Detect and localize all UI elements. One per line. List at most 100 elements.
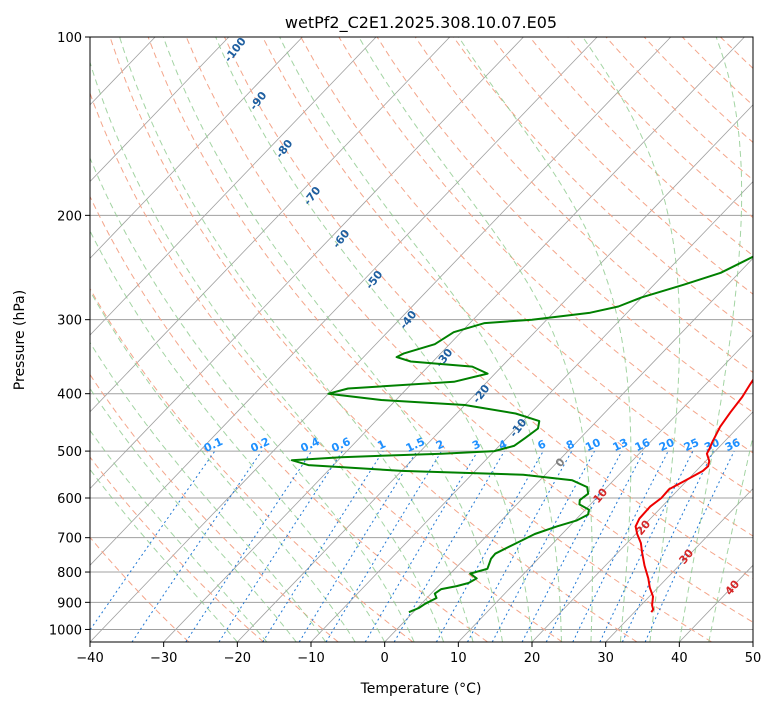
moist-adiabat-12 [119, 37, 474, 642]
dry-adiabat-70 [262, 37, 753, 537]
mixing-ratio-label-10: 10 [583, 436, 603, 454]
moist-adiabat-16 [162, 37, 503, 642]
dewpoint-line [290, 255, 753, 614]
x-tick-label: 0 [381, 651, 389, 666]
mixing-ratio-16 [545, 450, 645, 642]
temperature-line [634, 378, 753, 613]
dry-adiabat-100 [376, 37, 753, 413]
mixing-ratio-1.5 [298, 450, 418, 642]
mixing-ratio-20 [572, 450, 669, 642]
mixing-ratio-25 [599, 450, 694, 642]
isotherm--30 [163, 37, 745, 642]
moist-adiabats [90, 37, 753, 642]
isotherm--100 [90, 37, 230, 183]
y-axis-title: Pressure (hPa) [12, 290, 28, 390]
y-tick-label: 100 [57, 31, 82, 46]
reference-line-labels: -100-90-80-70-60-50-40-30-20-10010203040… [202, 37, 743, 598]
dry-adiabat-190 [720, 37, 753, 69]
isotherm--70 [90, 37, 451, 413]
y-tick-label: 800 [57, 566, 82, 581]
x-tick-label: −20 [224, 651, 251, 666]
x-tick-label: 50 [745, 651, 762, 666]
dry-adiabat-130 [491, 37, 753, 295]
dry-adiabat-label--70: -70 [301, 184, 324, 208]
mixing-ratio-6 [435, 450, 544, 642]
mixing-ratio-label-25: 25 [682, 436, 701, 454]
plot-frame [89, 36, 754, 643]
moist-adiabat-24 [279, 37, 562, 642]
mixing-ratio-0.2 [131, 450, 263, 642]
isotherm-grid [0, 37, 753, 642]
dry-adiabat-140 [529, 37, 753, 257]
x-tick-label: −40 [76, 651, 103, 666]
y-tick-label: 500 [57, 445, 82, 460]
moist-adiabat--8 [90, 341, 327, 642]
y-tick-label: 900 [57, 596, 82, 611]
mixing-ratio-3 [364, 450, 479, 642]
mixing-ratio-4 [393, 450, 505, 642]
mixing-ratio-36 [644, 450, 735, 642]
mixing-ratio-8 [467, 450, 573, 642]
dry-adiabat-80 [300, 37, 753, 495]
x-tick-label: −10 [297, 651, 324, 666]
x-tick-label: 40 [671, 651, 688, 666]
mixing-ratio-13 [521, 450, 623, 642]
y-tick-label: 400 [57, 388, 82, 403]
mixing-ratio-label-36: 36 [723, 436, 743, 454]
isotherm-0 [384, 257, 753, 642]
dry-adiabat-110 [414, 37, 753, 374]
y-axis-ticks: 100 200 300 400 500 600 700 800 900 1000 [49, 31, 90, 638]
mixing-ratio-1 [262, 450, 384, 642]
mixing-ratio-label-2: 2 [434, 437, 446, 452]
profile-series [290, 255, 753, 614]
mixing-ratio-0.4 [185, 450, 313, 642]
dry-adiabat-label--20: -20 [470, 382, 493, 406]
mixing-ratio-label-0.4: 0.4 [299, 435, 322, 455]
moist-adiabat-4 [90, 156, 415, 642]
moist-adiabat-40 [678, 37, 743, 642]
isotherm-50 [752, 641, 753, 642]
dry-adiabat-180 [681, 37, 753, 106]
isotherm--130 [0, 37, 8, 642]
dry-adiabat-50 [185, 37, 753, 623]
moist-adiabat-28 [358, 37, 593, 642]
x-axis-ticks: −40 −30 −20 −10 0 10 20 30 40 50 [76, 642, 761, 666]
x-axis-title: Temperature (°C) [360, 681, 482, 697]
isotherm--50 [90, 37, 598, 566]
y-tick-label: 700 [57, 532, 82, 547]
y-tick-label: 600 [57, 492, 82, 507]
y-tick-label: 300 [57, 314, 82, 329]
moist-adiabat--12 [90, 387, 297, 642]
mixing-ratio-0.6 [218, 450, 343, 642]
dry-adiabat-90 [338, 37, 753, 454]
moist-adiabat--20 [90, 468, 238, 642]
moist-adiabat-label-0: 0 [553, 455, 568, 469]
moist-adiabat-label-30: 30 [676, 546, 696, 566]
dry-adiabat-120 [452, 37, 753, 334]
mixing-ratio-10 [491, 450, 595, 642]
x-tick-label: 30 [597, 651, 614, 666]
chart-title: wetPf2_C2E1.2025.308.10.07.E05 [285, 13, 557, 33]
mixing-ratio-label-6: 6 [536, 437, 549, 452]
y-tick-label: 1000 [49, 623, 82, 638]
dry-adiabat-0 [90, 287, 414, 642]
isotherm-30 [605, 487, 753, 642]
dry-adiabat-170 [643, 37, 753, 144]
mixing-ratio-label-20: 20 [657, 436, 677, 454]
dry-adiabat--30 [90, 536, 190, 642]
moist-adiabat-20 [215, 37, 533, 642]
isotherm--20 [237, 104, 753, 642]
plot-area: -100-90-80-70-60-50-40-30-20-10010203040… [0, 37, 753, 642]
isotherm--60 [90, 37, 524, 490]
dry-adiabat-label--50: -50 [363, 268, 386, 292]
dry-adiabat-40 [147, 37, 712, 642]
moist-adiabat--16 [90, 429, 268, 642]
mixing-ratio-label-0.6: 0.6 [329, 435, 352, 455]
moist-adiabat-label-10: 10 [590, 485, 610, 505]
moist-adiabat-32 [458, 37, 632, 642]
dry-adiabat-label--40: -40 [397, 308, 420, 332]
mixing-ratio-label-0.1: 0.1 [202, 435, 225, 455]
x-tick-label: 10 [450, 651, 467, 666]
isotherm-10 [458, 334, 753, 642]
